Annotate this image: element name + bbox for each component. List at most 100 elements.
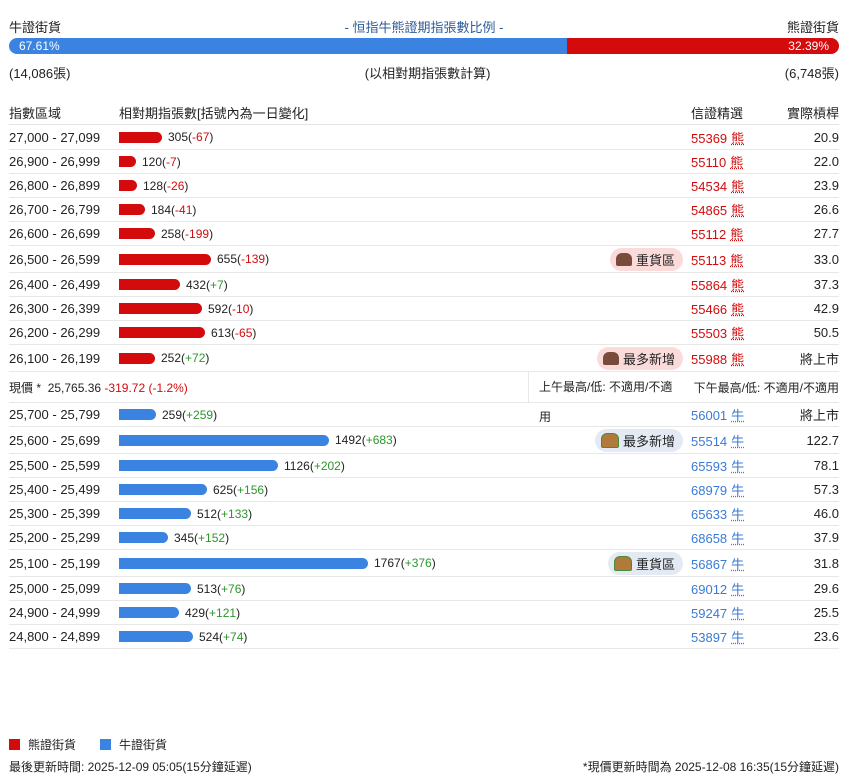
warrant-code[interactable]: 65593 [691,459,728,474]
count-bar [119,279,180,290]
warrant-code[interactable]: 68979 [691,483,728,498]
count-bar [119,327,205,338]
warrant-type[interactable]: 牛 [731,507,745,522]
count: 432 [186,277,207,292]
warrant-code[interactable]: 59247 [691,606,728,621]
warrant-type[interactable]: 熊 [731,326,745,341]
warrant-code[interactable]: 56867 [691,556,728,572]
count-bar [119,409,156,420]
bull-label: 牛證街貨 [9,20,62,35]
warrant-link[interactable]: 55113 熊 [691,250,771,269]
warrant-code[interactable]: 55988 [691,351,728,367]
leverage: 78.1 [813,458,839,473]
count: 128 [143,178,164,193]
count-bar [119,204,145,215]
change: -7 [166,154,177,169]
warrant-link[interactable]: 54865 熊 [691,200,771,219]
range: 24,900 - 24,999 [9,605,101,620]
warrant-type[interactable]: 熊 [730,252,744,268]
count: 1492 [335,433,362,447]
warrant-type[interactable]: 牛 [731,630,745,645]
count: 625 [213,482,234,497]
change: +72 [185,351,206,365]
warrant-code[interactable]: 55503 [691,326,728,341]
warrant-link[interactable]: 55112 熊 [691,224,771,243]
warrant-type[interactable]: 牛 [731,582,745,597]
warrant-code[interactable]: 54534 [691,179,728,194]
leverage: 33.0 [813,251,839,267]
warrant-type[interactable]: 熊 [730,227,744,242]
leverage: 29.6 [813,581,839,596]
warrant-type[interactable]: 牛 [731,531,745,546]
table-row: 26,500 - 26,599 655(-139) 重貨區 55113 熊 33.… [9,246,839,273]
warrant-type[interactable]: 熊 [731,278,745,293]
badge-label: 最多新增 [622,433,675,449]
warrant-type[interactable]: 熊 [731,302,745,317]
range: 25,600 - 25,699 [9,432,101,448]
count-bar [119,228,155,239]
cbbc-panel: 牛證街貨 - 恒指牛熊證期指張數比例 - 熊證街貨 67.61% 32.39% … [9,0,839,649]
bear-count: (6,748張) [784,66,839,81]
warrant-link[interactable]: 68979 牛 [691,480,771,499]
count-bar [119,253,211,265]
range: 25,100 - 25,199 [9,555,101,571]
warrant-code[interactable]: 56001 [691,408,728,423]
warrant-type[interactable]: 牛 [731,408,745,423]
table-row: 26,600 - 26,699 258(-199) 55112 熊 27.7 [9,222,839,246]
warrant-link[interactable]: 55110 熊 [691,152,771,171]
warrant-link[interactable]: 69012 牛 [691,579,771,598]
badge-label: 重貨區 [635,556,675,572]
warrant-link[interactable]: 55988 熊 [691,349,771,368]
warrant-code[interactable]: 55113 [691,252,727,268]
zone-badge: 重貨區 [607,551,683,575]
warrant-type[interactable]: 牛 [731,483,745,498]
range: 26,300 - 26,399 [9,301,101,316]
warrant-code[interactable]: 69012 [691,582,728,597]
warrant-type[interactable]: 牛 [731,459,745,474]
leverage: 將上市 [799,408,839,423]
warrant-link[interactable]: 55466 熊 [691,299,771,318]
warrant-type[interactable]: 熊 [731,203,745,218]
change: -41 [175,202,193,217]
warrant-code[interactable]: 53897 [691,630,728,645]
count-bar [119,131,162,143]
warrant-link[interactable]: 56867 牛 [691,554,771,573]
warrant-type[interactable]: 牛 [731,556,745,572]
warrant-type[interactable]: 熊 [730,155,744,170]
warrant-link[interactable]: 53897 牛 [691,627,771,646]
warrant-code[interactable]: 55864 [691,278,728,293]
warrant-link[interactable]: 59247 牛 [691,603,771,622]
table-row: 25,000 - 25,099 513(+76) 69012 牛 29.6 [9,577,839,601]
count-bar [119,631,193,642]
count: 345 [174,530,195,545]
pm-high-low: 下午最高/低: 不適用/不適用 [693,380,839,395]
warrant-link[interactable]: 54534 熊 [691,176,771,195]
change: +259 [186,407,214,422]
warrant-code[interactable]: 55466 [691,302,728,317]
warrant-type[interactable]: 熊 [731,130,745,146]
range: 27,000 - 27,099 [9,129,101,145]
warrant-link[interactable]: 65593 牛 [691,456,771,475]
warrant-type[interactable]: 熊 [731,351,745,367]
table-row: 26,100 - 26,199 252(+72) 最多新增 55988 熊 將上市 [9,345,839,372]
warrant-type[interactable]: 牛 [731,606,745,621]
warrant-link[interactable]: 55864 熊 [691,275,771,294]
warrant-code[interactable]: 55112 [691,227,727,242]
warrant-type[interactable]: 熊 [731,179,745,194]
warrant-link[interactable]: 55369 熊 [691,128,771,147]
warrant-link[interactable]: 68658 牛 [691,528,771,547]
warrant-code[interactable]: 65633 [691,507,728,522]
warrant-code[interactable]: 54865 [691,203,728,218]
warrant-link[interactable]: 56001 牛 [691,405,771,424]
warrant-code[interactable]: 55110 [691,155,727,170]
warrant-link[interactable]: 55514 牛 [691,431,771,450]
warrant-link[interactable]: 65633 牛 [691,504,771,523]
warrant-code[interactable]: 68658 [691,531,728,546]
warrant-code[interactable]: 55369 [691,130,728,146]
warrant-type[interactable]: 牛 [731,433,745,449]
leverage: 27.7 [813,226,839,241]
warrant-code[interactable]: 55514 [691,433,728,449]
warrant-link[interactable]: 55503 熊 [691,323,771,342]
count: 120 [142,154,163,169]
table-row: 26,900 - 26,999 120(-7) 55110 熊 22.0 [9,150,839,174]
